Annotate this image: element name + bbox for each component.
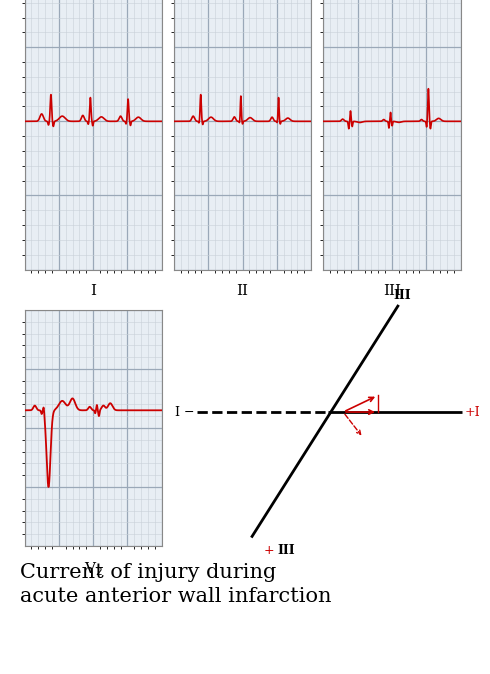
Text: III: III bbox=[383, 284, 401, 299]
Text: +I: +I bbox=[465, 406, 480, 419]
Text: I: I bbox=[90, 284, 96, 299]
Text: I −: I − bbox=[175, 406, 195, 419]
Text: III: III bbox=[393, 288, 411, 301]
Text: V$_2$: V$_2$ bbox=[84, 561, 102, 578]
Text: Current of injury during
acute anterior wall infarction: Current of injury during acute anterior … bbox=[20, 563, 331, 606]
Text: +: + bbox=[263, 544, 274, 557]
Text: II: II bbox=[237, 284, 248, 299]
Text: III: III bbox=[278, 544, 295, 557]
